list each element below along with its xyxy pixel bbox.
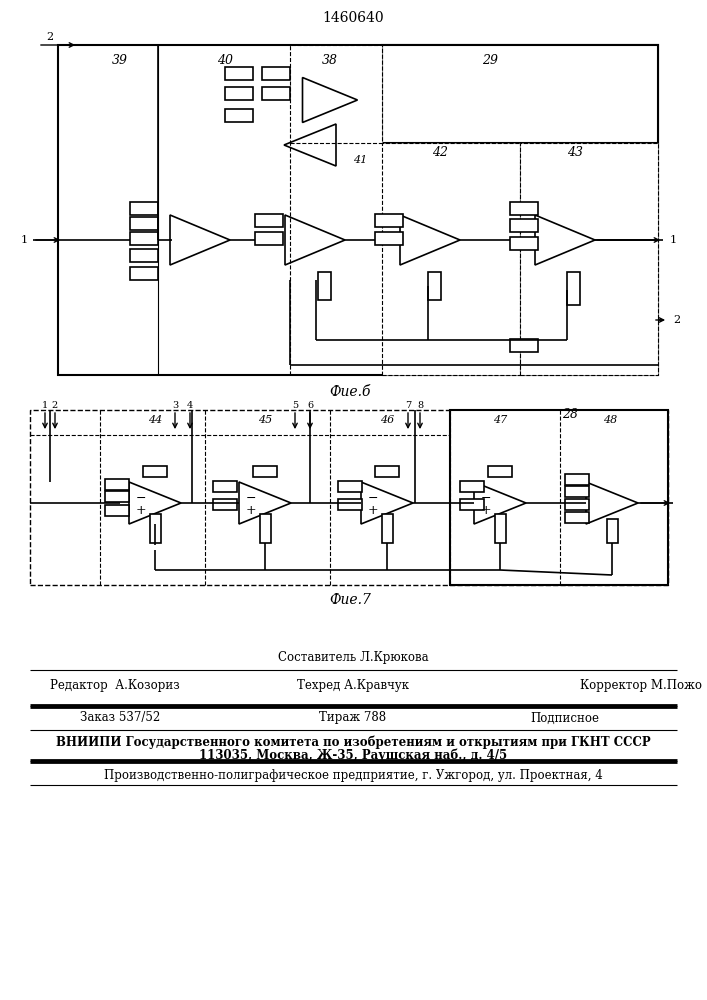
Bar (520, 143, 658, 375)
Text: 43: 43 (567, 145, 583, 158)
Bar (130, 249, 158, 262)
Bar (130, 267, 158, 280)
Bar (375, 232, 403, 245)
Bar (450, 410, 668, 585)
Bar (130, 232, 158, 245)
Bar (565, 486, 589, 497)
Bar (510, 339, 538, 352)
Text: 44: 44 (148, 415, 162, 425)
Bar (225, 67, 253, 80)
Text: 42: 42 (432, 145, 448, 158)
Text: 1: 1 (42, 400, 48, 410)
Bar (382, 514, 393, 543)
Bar (565, 499, 589, 510)
Text: 2: 2 (47, 32, 54, 42)
Text: 47: 47 (493, 415, 507, 425)
Text: 3: 3 (172, 400, 178, 410)
Text: Подписное: Подписное (530, 712, 599, 724)
Text: −: − (246, 491, 256, 504)
Bar (460, 499, 484, 510)
Bar (225, 109, 253, 122)
Text: −: − (368, 491, 378, 504)
Bar (488, 466, 512, 477)
Text: 29: 29 (482, 53, 498, 66)
Bar (567, 272, 580, 305)
Bar (338, 499, 362, 510)
Text: Составитель Л.Крюкова: Составитель Л.Крюкова (278, 652, 428, 664)
Bar (510, 237, 538, 250)
Text: −: − (481, 491, 491, 504)
Text: +: + (246, 504, 257, 516)
Text: Заказ 537/52: Заказ 537/52 (80, 712, 160, 724)
Bar (262, 67, 290, 80)
Bar (565, 512, 589, 523)
Text: Фие.7: Фие.7 (329, 593, 371, 607)
Bar (260, 514, 271, 543)
Bar (375, 214, 403, 227)
Text: −: − (136, 491, 146, 504)
Bar (510, 219, 538, 232)
Text: 1460640: 1460640 (322, 11, 384, 25)
Bar (130, 217, 158, 230)
Bar (382, 45, 658, 143)
Text: 2: 2 (673, 315, 680, 325)
Bar (495, 514, 506, 543)
Text: 41: 41 (353, 155, 367, 165)
Text: 45: 45 (258, 415, 272, 425)
Bar (290, 45, 382, 143)
Bar (382, 143, 520, 375)
Bar (30, 410, 668, 585)
Bar (460, 481, 484, 492)
Bar (150, 514, 161, 543)
Bar (105, 505, 129, 516)
Text: +: + (368, 504, 378, 516)
Bar (105, 491, 129, 502)
Bar (213, 481, 237, 492)
Text: Редактор  А.Козориз: Редактор А.Козориз (50, 678, 180, 692)
Text: 40: 40 (217, 53, 233, 66)
Text: +: + (136, 504, 146, 516)
Text: Техред А.Кравчук: Техред А.Кравчук (297, 678, 409, 692)
Text: 46: 46 (380, 415, 394, 425)
Bar (130, 202, 158, 215)
Bar (510, 202, 538, 215)
Text: 6: 6 (307, 400, 313, 410)
Text: Корректор М.Пожо: Корректор М.Пожо (580, 678, 702, 692)
Text: 1: 1 (21, 235, 28, 245)
Bar (375, 466, 399, 477)
Bar (213, 499, 237, 510)
Bar (262, 87, 290, 100)
Bar (338, 481, 362, 492)
Bar (318, 272, 331, 300)
Bar (255, 214, 283, 227)
Text: 28: 28 (562, 408, 578, 422)
Bar (143, 466, 167, 477)
Text: 7: 7 (405, 400, 411, 410)
Text: 4: 4 (187, 400, 193, 410)
Text: Тираж 788: Тираж 788 (320, 712, 387, 724)
Bar (255, 232, 283, 245)
Bar (253, 466, 277, 477)
Text: ВНИИПИ Государственного комитета по изобретениям и открытиям при ГКНТ СССР: ВНИИПИ Государственного комитета по изоб… (56, 735, 650, 749)
Text: 5: 5 (292, 400, 298, 410)
Text: 8: 8 (417, 400, 423, 410)
Text: 39: 39 (112, 53, 128, 66)
Text: Фие.б: Фие.б (329, 385, 370, 399)
Bar (105, 479, 129, 490)
Bar (428, 272, 441, 300)
Text: 1: 1 (670, 235, 677, 245)
Bar (58, 45, 658, 375)
Bar (607, 519, 618, 543)
Text: 113035, Москва, Ж-35, Раушская наб., д. 4/5: 113035, Москва, Ж-35, Раушская наб., д. … (199, 748, 507, 762)
Text: 38: 38 (322, 53, 338, 66)
Text: 2: 2 (52, 400, 58, 410)
Bar (225, 87, 253, 100)
Text: 48: 48 (603, 415, 617, 425)
Text: +: + (481, 504, 491, 516)
Text: Производственно-полиграфическое предприятие, г. Ужгород, ул. Проектная, 4: Производственно-полиграфическое предприя… (104, 768, 602, 782)
Bar (565, 474, 589, 485)
